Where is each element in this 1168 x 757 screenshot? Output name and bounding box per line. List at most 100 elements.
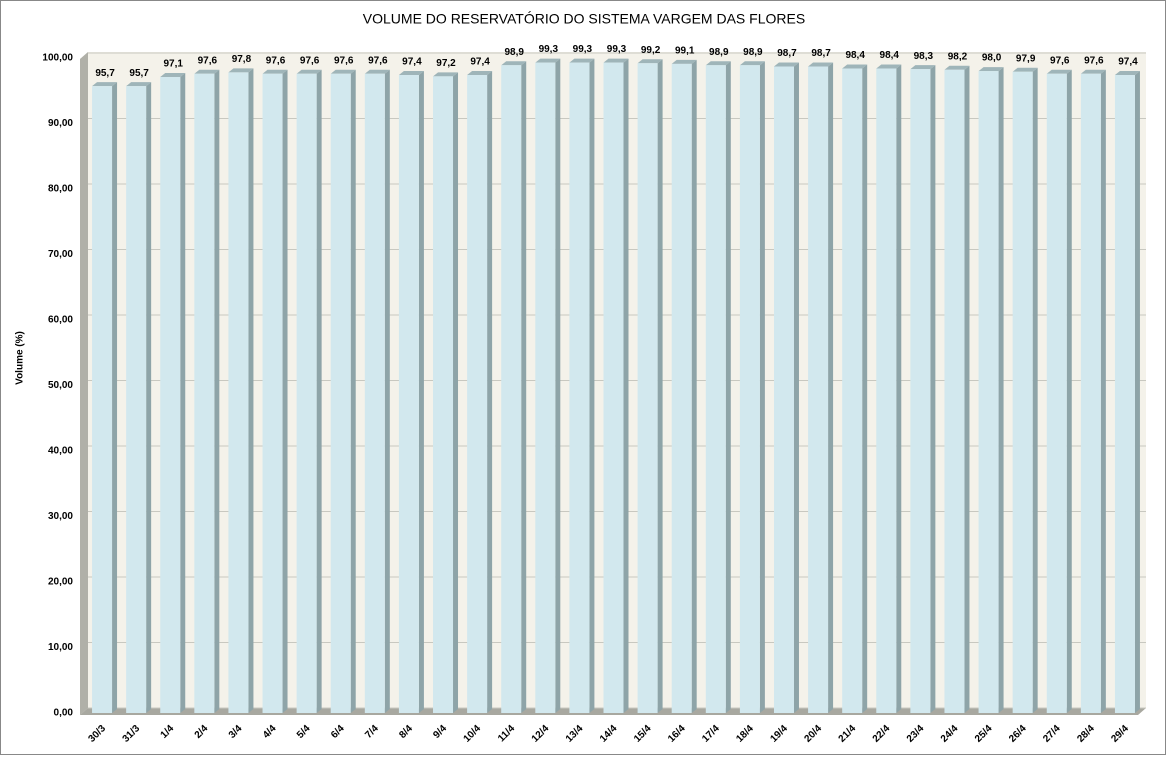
value-label: 97,6 [300, 55, 320, 66]
bar [910, 69, 931, 713]
bar-side [1066, 69, 1072, 714]
value-label: 98,3 [914, 51, 934, 62]
bar [433, 76, 454, 714]
value-label: 98,0 [982, 53, 1002, 64]
bar-top [296, 69, 322, 74]
bar [535, 62, 556, 713]
value-label: 98,9 [504, 47, 524, 58]
value-label: 97,9 [1016, 53, 1036, 64]
bar [501, 65, 522, 713]
bar-top [671, 59, 697, 64]
bar-side [759, 61, 765, 713]
bar [228, 72, 249, 713]
value-label: 97,6 [368, 55, 388, 66]
bar-top [160, 72, 186, 77]
bar [364, 73, 385, 714]
bar-side [1032, 67, 1038, 713]
bar-top [262, 69, 288, 74]
bar-side [657, 59, 663, 714]
bar [467, 75, 488, 713]
bar [876, 68, 897, 714]
bar-side [555, 58, 561, 713]
bar-top [910, 65, 936, 70]
bar [160, 76, 181, 714]
bar-top [808, 62, 834, 67]
bar-top [876, 64, 902, 69]
bar-side [521, 61, 527, 713]
bar-side [691, 59, 697, 713]
bar [671, 63, 692, 713]
bar-top [398, 71, 424, 76]
bar-top [1046, 69, 1072, 74]
bar-side [487, 71, 493, 713]
value-label: 99,1 [675, 46, 695, 57]
side-wall [80, 52, 88, 715]
bar-side [998, 67, 1004, 714]
value-label: 99,2 [641, 45, 661, 56]
bar [773, 66, 794, 713]
y-tick-label: 60,00 [48, 315, 73, 326]
bar-side [589, 58, 595, 713]
value-label: 97,4 [470, 57, 490, 68]
value-label: 97,6 [198, 55, 218, 66]
bar-side [725, 61, 731, 713]
bar [705, 65, 726, 713]
bar [330, 73, 351, 714]
bar [739, 65, 760, 713]
value-label: 99,3 [539, 44, 559, 55]
y-tick-label: 70,00 [48, 249, 73, 260]
bar [262, 73, 283, 714]
bar-side [146, 82, 152, 714]
bar-side [112, 82, 118, 714]
chart-title: VOLUME DO RESERVATÓRIO DO SISTEMA VARGEM… [363, 11, 805, 27]
value-label: 98,9 [709, 47, 729, 58]
bar-side [350, 69, 356, 714]
value-label: 98,4 [880, 50, 900, 61]
value-label: 98,7 [811, 48, 831, 59]
value-label: 98,7 [777, 48, 797, 59]
bar-top [1080, 69, 1106, 74]
value-label: 97,8 [232, 54, 252, 65]
bar-side [282, 69, 288, 714]
value-label: 98,9 [743, 47, 763, 58]
y-tick-label: 30,00 [48, 511, 73, 522]
bar-top [569, 58, 595, 63]
y-tick-label: 40,00 [48, 446, 73, 457]
bar-side [1100, 69, 1106, 714]
bar [1012, 71, 1033, 713]
value-label: 99,3 [573, 44, 593, 55]
bar [398, 75, 419, 713]
bar [637, 63, 658, 714]
bar-top [501, 61, 527, 66]
bar-side [453, 72, 459, 714]
bar-top [773, 62, 799, 67]
value-label: 97,4 [1118, 57, 1138, 68]
value-label: 97,4 [402, 57, 422, 68]
bar-side [214, 69, 220, 714]
value-label: 95,7 [129, 68, 149, 79]
y-axis-label: Volume (%) [15, 331, 26, 385]
bar [1114, 75, 1135, 713]
value-label: 97,6 [1050, 55, 1070, 66]
bar-top [330, 69, 356, 74]
bar-top [228, 68, 254, 73]
y-tick-label: 20,00 [48, 577, 73, 588]
bar-side [793, 62, 799, 713]
bar-side [1134, 71, 1140, 713]
bar-top [944, 65, 970, 70]
bar [1080, 73, 1101, 714]
bar-side [828, 62, 834, 713]
bar-top [433, 72, 459, 77]
bar-side [180, 72, 186, 714]
bar [194, 73, 215, 714]
bar-side [862, 64, 868, 714]
bar-top [978, 67, 1004, 72]
y-tick-label: 0,00 [54, 708, 74, 719]
bar [1046, 73, 1067, 714]
value-label: 97,6 [1084, 55, 1104, 66]
bar [842, 68, 863, 714]
y-tick-label: 90,00 [48, 118, 73, 129]
bar-side [248, 68, 254, 713]
bar [603, 62, 624, 713]
y-tick-label: 50,00 [48, 380, 73, 391]
